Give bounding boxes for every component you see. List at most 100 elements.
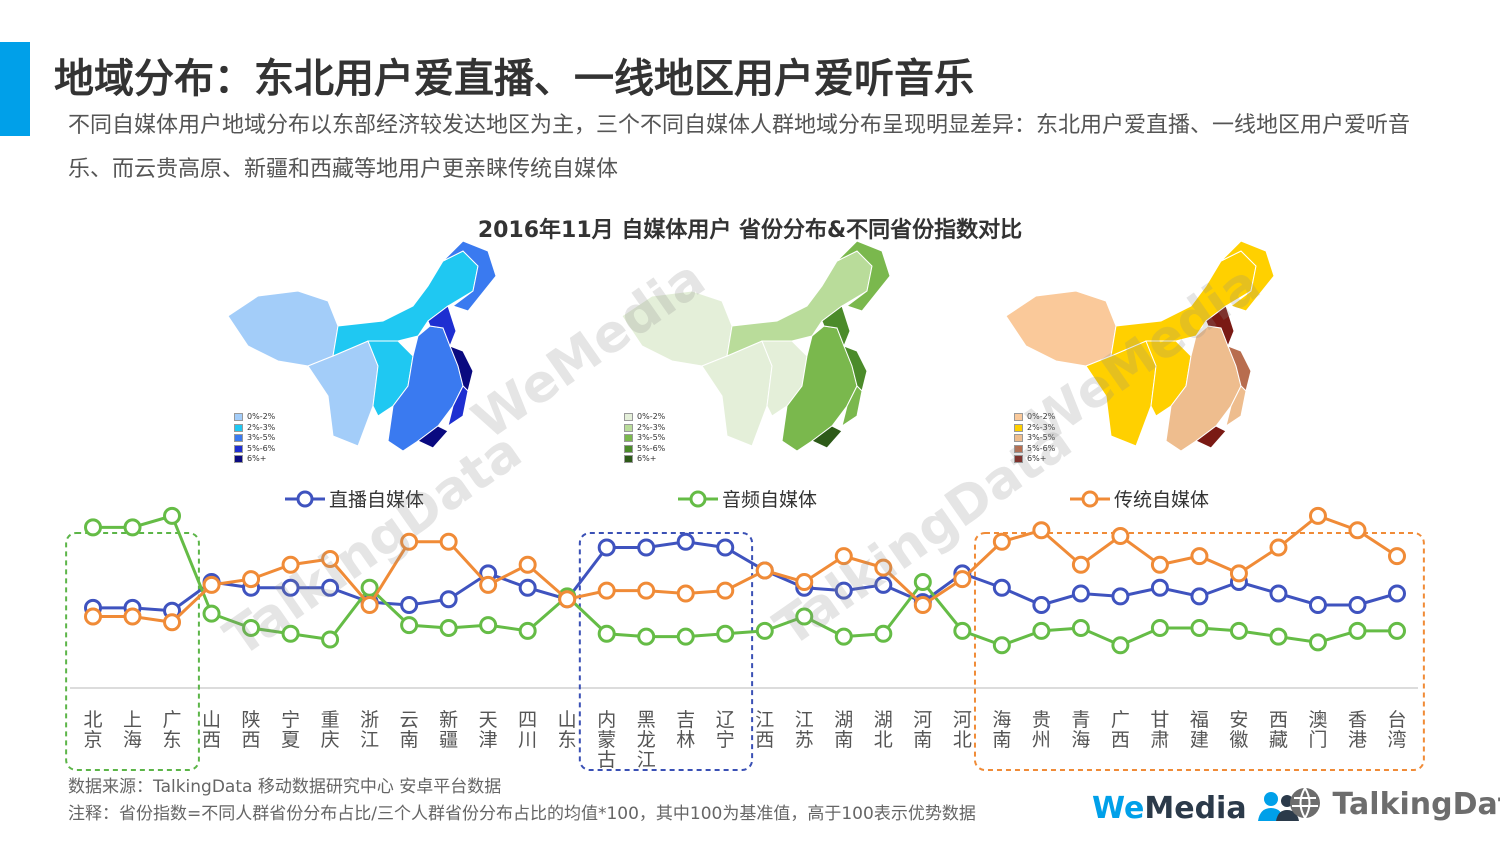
category-label: 陕西 <box>242 709 261 751</box>
data-point <box>755 561 774 580</box>
data-point <box>834 627 853 646</box>
people-icon <box>1258 792 1300 821</box>
data-point <box>202 575 221 594</box>
legend-label: 3%-5% <box>1027 433 1056 442</box>
data-point <box>242 570 261 589</box>
map-legend-audio: 0%-2% 2%-3% 3%-5% 5%-6% 6%+ <box>624 412 665 465</box>
category-label: 河北 <box>953 709 972 751</box>
wemedia-logo-we: We <box>1092 791 1145 826</box>
data-point <box>1071 584 1090 603</box>
category-label: 海南 <box>992 709 1011 751</box>
category-label: 黑龙江 <box>637 709 656 771</box>
data-point <box>439 532 458 551</box>
data-point <box>123 518 142 537</box>
data-point <box>953 570 972 589</box>
data-point <box>1308 633 1327 652</box>
category-label: 西藏 <box>1269 709 1288 751</box>
data-point <box>1190 619 1209 637</box>
data-point <box>84 518 102 537</box>
category-label: 湖南 <box>834 709 853 751</box>
legend-label: 传统自媒体 <box>1114 489 1209 511</box>
data-point <box>992 578 1011 597</box>
data-point <box>874 575 893 594</box>
data-point <box>676 532 695 551</box>
data-point <box>1348 596 1367 614</box>
category-label: 广东 <box>163 709 182 751</box>
data-point <box>1032 521 1051 540</box>
data-point <box>874 624 893 643</box>
legend-label: 5%-6% <box>637 443 666 453</box>
highlight-box <box>578 532 754 771</box>
data-point <box>321 550 340 568</box>
data-point <box>1190 587 1209 606</box>
legend-swatch <box>624 413 633 422</box>
china-map-audio <box>621 240 891 452</box>
category-label: 上海 <box>123 709 142 751</box>
data-point <box>518 621 537 640</box>
legend-marker <box>689 490 707 508</box>
data-point <box>992 636 1011 655</box>
legend-label: 音频自媒体 <box>722 489 817 511</box>
category-label: 甘肃 <box>1150 709 1169 751</box>
category-label: 贵州 <box>1032 709 1051 751</box>
legend-swatch <box>1014 434 1023 443</box>
legend-swatch <box>234 434 243 443</box>
china-map-traditional <box>1005 240 1275 452</box>
data-point <box>1269 538 1288 557</box>
data-point <box>953 621 972 640</box>
legend-label: 3%-5% <box>247 433 276 442</box>
category-label: 江苏 <box>795 709 814 751</box>
category-label: 吉林 <box>676 709 695 751</box>
data-point <box>202 604 221 623</box>
china-map-live <box>227 240 497 452</box>
data-point <box>755 621 774 640</box>
legend-label: 6%+ <box>1027 454 1047 463</box>
legend-label: 0%-2% <box>1027 412 1056 421</box>
legend-label: 6%+ <box>247 454 267 463</box>
data-point <box>163 506 182 525</box>
footnote: 注释：省份指数=不同人群省份分布占比/三个人群省份分布占比的均值*100，其中1… <box>68 804 976 824</box>
data-point <box>1229 564 1248 583</box>
data-point <box>1111 527 1130 545</box>
wemedia-logo: WeMedia <box>1092 790 1301 826</box>
data-point <box>597 581 616 600</box>
data-point <box>518 555 537 574</box>
data-point <box>1111 636 1130 655</box>
data-point <box>360 578 379 597</box>
data-point <box>163 613 182 632</box>
legend-swatch <box>1014 444 1023 453</box>
data-point <box>1071 555 1090 574</box>
page-subtitle: 不同自媒体用户地域分布以东部经济较发达地区为主，三个不同自媒体人群地域分布呈现明… <box>68 113 1411 182</box>
category-label: 湖北 <box>874 709 893 751</box>
data-point <box>321 578 340 597</box>
legend-swatch <box>234 413 243 422</box>
data-point <box>1150 619 1169 637</box>
data-point <box>795 607 814 626</box>
category-label: 山东 <box>558 709 577 751</box>
category-label: 青海 <box>1071 709 1090 751</box>
category-label: 河南 <box>913 709 932 751</box>
data-point <box>637 581 656 600</box>
category-label: 广西 <box>1111 709 1130 751</box>
legend-swatch <box>1014 413 1023 422</box>
legend-label: 6%+ <box>637 454 657 463</box>
data-point <box>84 607 102 626</box>
data-point <box>1269 584 1288 603</box>
data-point <box>1229 621 1248 640</box>
legend-swatch <box>624 455 633 464</box>
data-point <box>1071 619 1090 637</box>
data-point <box>597 624 616 643</box>
legend-label: 5%-6% <box>247 443 276 453</box>
talkingdata-logo-text: TalkingData <box>1332 787 1500 822</box>
accent-bar <box>0 42 30 136</box>
data-point <box>1308 506 1327 525</box>
talkingdata-logo: TalkingData <box>1288 786 1500 822</box>
category-label: 澳门 <box>1308 709 1327 751</box>
data-point <box>597 538 616 557</box>
data-point <box>439 590 458 609</box>
category-label: 重庆 <box>321 709 340 751</box>
category-label: 天津 <box>479 709 498 751</box>
data-point <box>1032 596 1051 614</box>
data-point <box>676 584 695 603</box>
category-label: 台湾 <box>1387 709 1406 751</box>
